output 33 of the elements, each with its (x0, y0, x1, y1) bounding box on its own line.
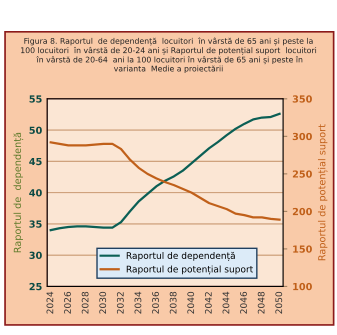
y-axis-title: Raportul de dependență (13, 132, 24, 252)
x-tick-label: 2038 (170, 292, 177, 314)
y2-tick-label: 350 (292, 95, 312, 103)
x-tick-label: 2026 (64, 292, 71, 314)
y2-tick-label: 200 (292, 208, 312, 216)
y2-tick-label: 150 (293, 245, 312, 253)
x-tick-label: 2044 (222, 292, 230, 314)
x-tick-label: 2050 (275, 292, 282, 314)
y2-tick-label: 250 (292, 170, 312, 178)
x-tick-label: 2028 (82, 292, 89, 314)
x-tick-label: 2036 (152, 292, 159, 314)
line-series (50, 112, 281, 232)
y-tick-label: 55 (30, 95, 42, 103)
legend-label: Raportul de dependență (126, 252, 235, 262)
x-tick-label: 2034 (134, 292, 142, 314)
y-tick-label: 35 (29, 220, 42, 228)
x-tick-label: 2042 (204, 292, 212, 314)
x-tick-label: 2024 (46, 292, 54, 314)
y-tick-label: 45 (29, 158, 42, 166)
y2-tick-label: 100 (293, 282, 312, 290)
y-tick-label: 30 (29, 252, 42, 259)
legend-label: Raportul de potențial suport (126, 266, 254, 275)
y2-tick-label: 300 (292, 132, 312, 140)
line-series (50, 141, 281, 221)
y-tick-label: 40 (29, 189, 42, 196)
x-tick-label: 2030 (99, 292, 106, 314)
y-tick-label: 50 (30, 126, 42, 134)
x-tick-label: 2048 (258, 292, 265, 314)
y-tick-label: 25 (30, 282, 42, 290)
y2-axis-title: Raportul de potențial suport (318, 124, 328, 260)
x-tick-label: 2046 (240, 292, 247, 314)
x-tick-label: 2032 (116, 292, 124, 314)
x-tick-label: 2040 (187, 292, 194, 314)
